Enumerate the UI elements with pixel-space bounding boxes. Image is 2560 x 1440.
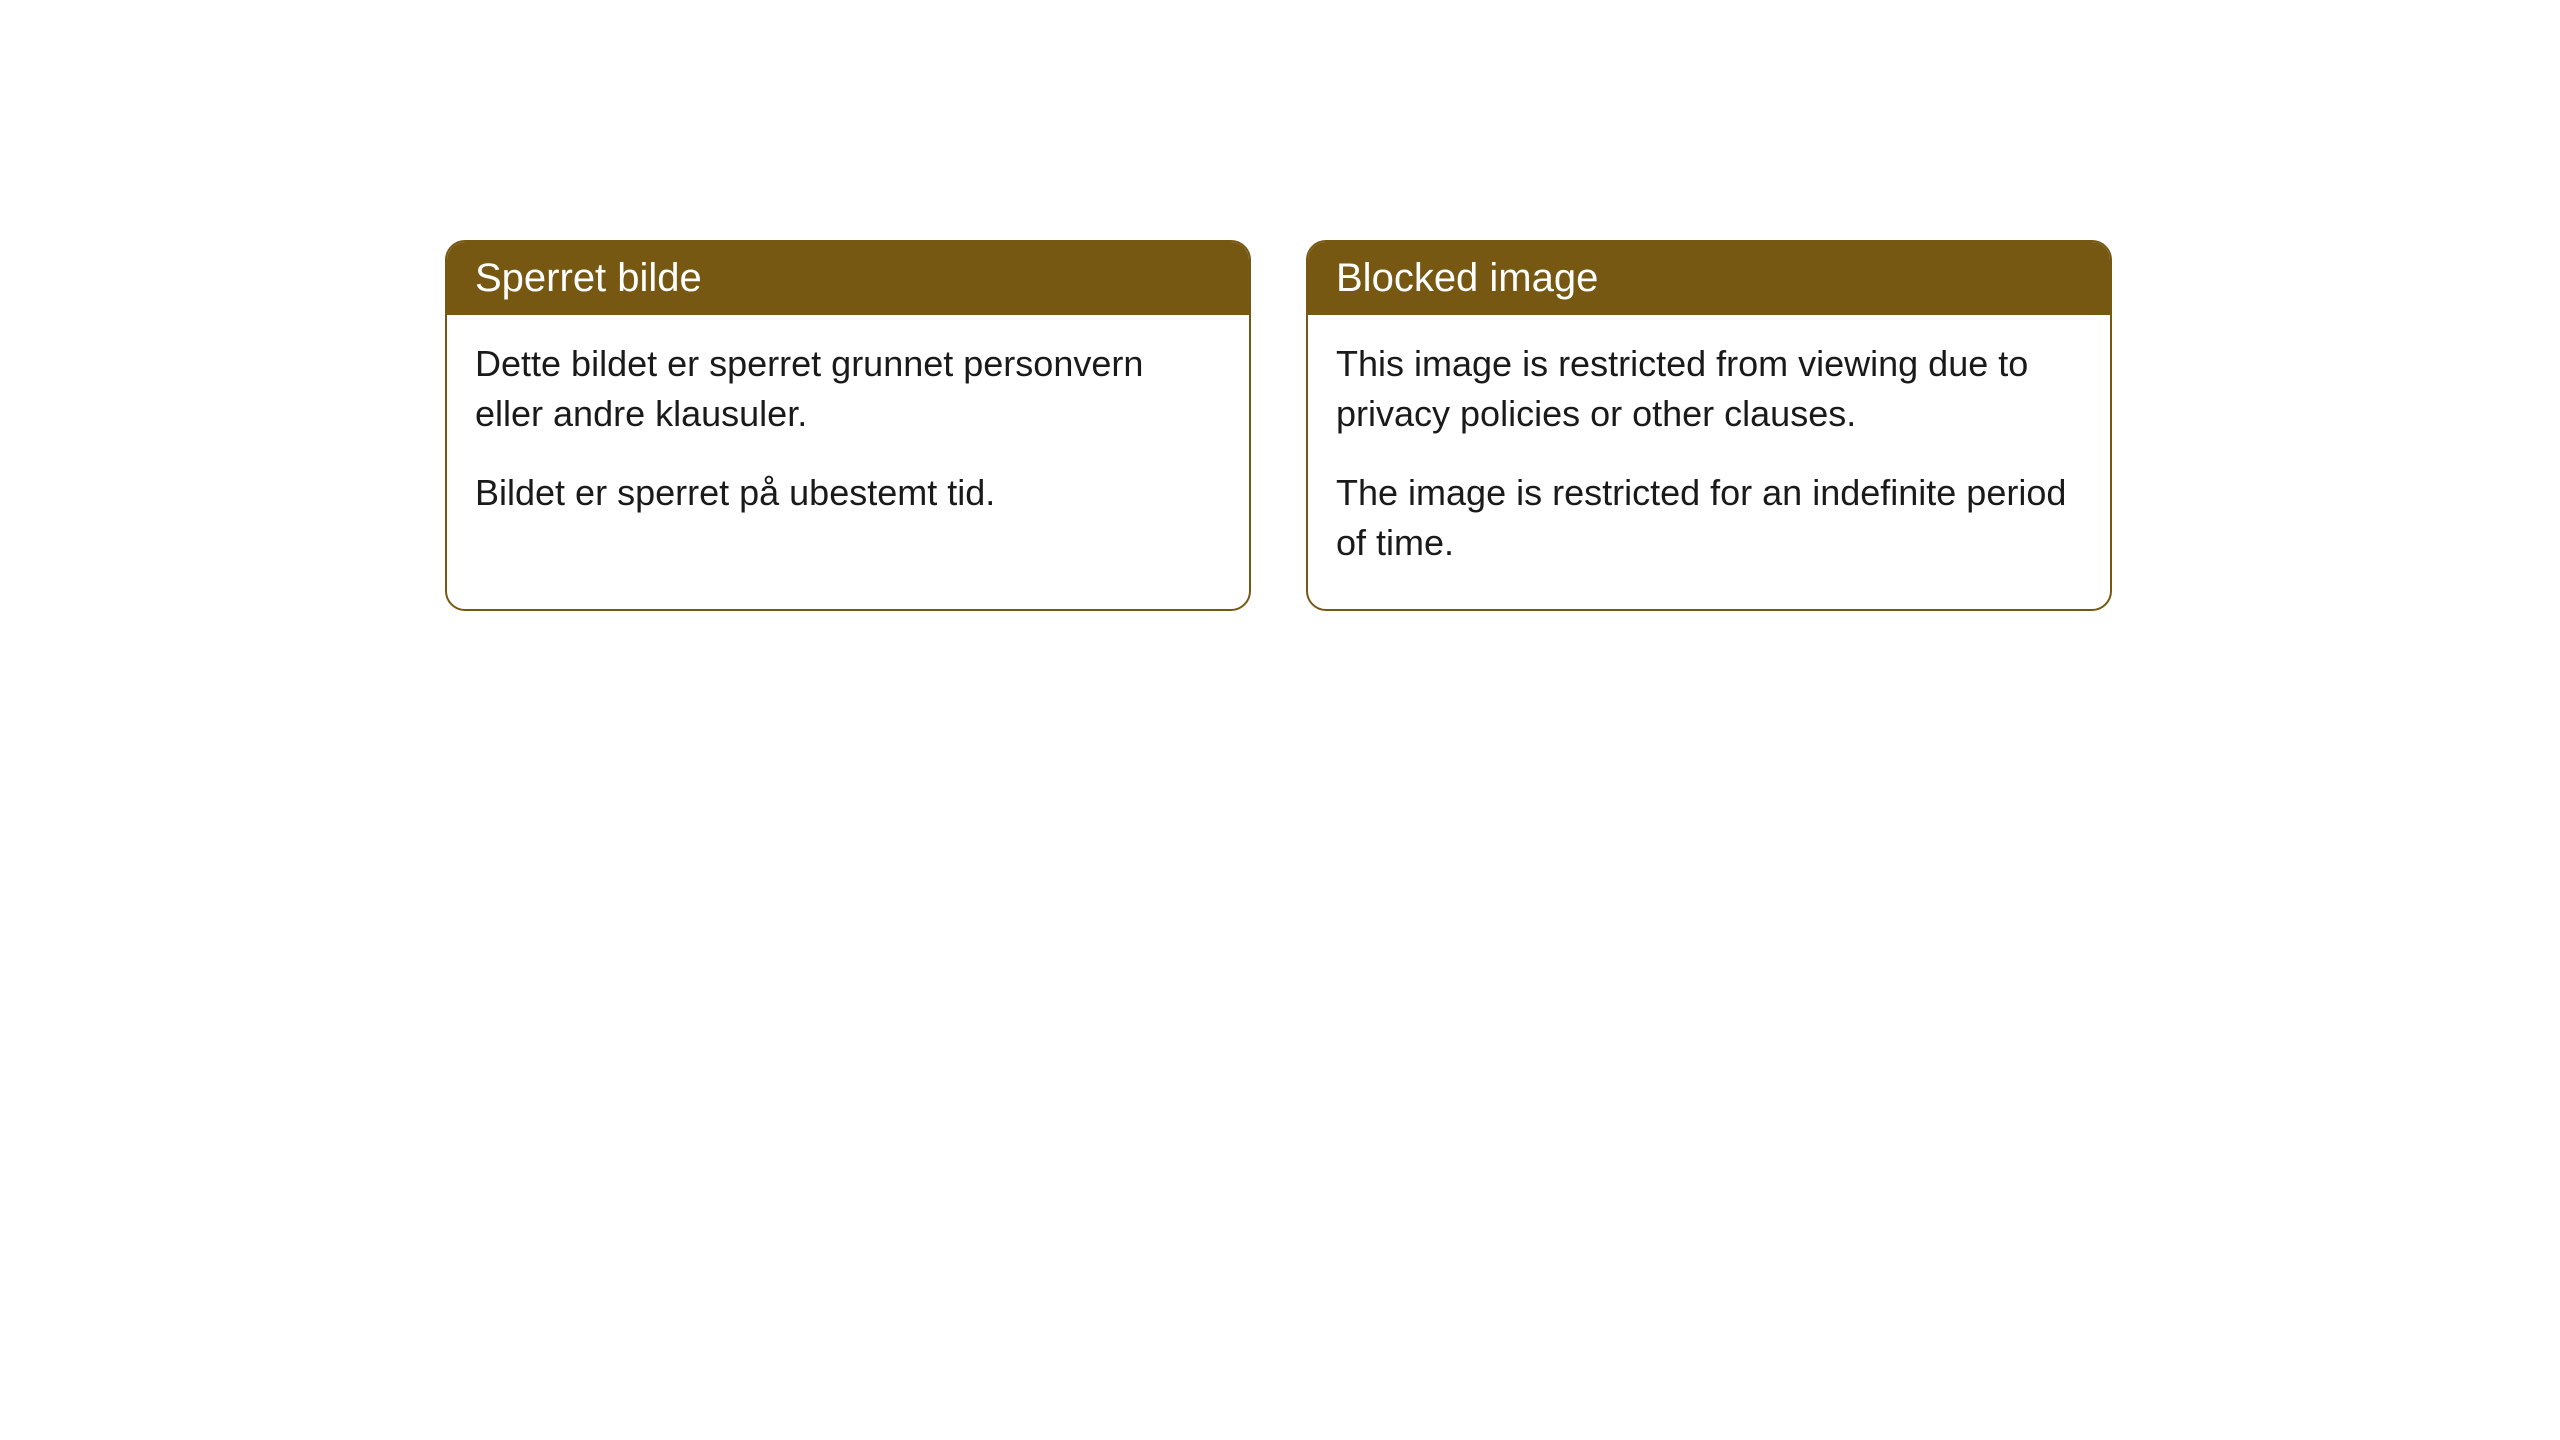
blocked-image-card-en: Blocked image This image is restricted f… [1306, 240, 2112, 611]
card-paragraph-1: This image is restricted from viewing du… [1336, 339, 2082, 440]
card-paragraph-2: Bildet er sperret på ubestemt tid. [475, 468, 1221, 518]
blocked-image-card-no: Sperret bilde Dette bildet er sperret gr… [445, 240, 1251, 611]
card-title: Sperret bilde [475, 256, 702, 300]
card-header: Blocked image [1308, 242, 2110, 315]
card-body: This image is restricted from viewing du… [1308, 315, 2110, 609]
card-paragraph-2: The image is restricted for an indefinit… [1336, 468, 2082, 569]
card-title: Blocked image [1336, 256, 1598, 300]
notice-cards-container: Sperret bilde Dette bildet er sperret gr… [445, 240, 2112, 611]
card-body: Dette bildet er sperret grunnet personve… [447, 315, 1249, 558]
card-header: Sperret bilde [447, 242, 1249, 315]
card-paragraph-1: Dette bildet er sperret grunnet personve… [475, 339, 1221, 440]
